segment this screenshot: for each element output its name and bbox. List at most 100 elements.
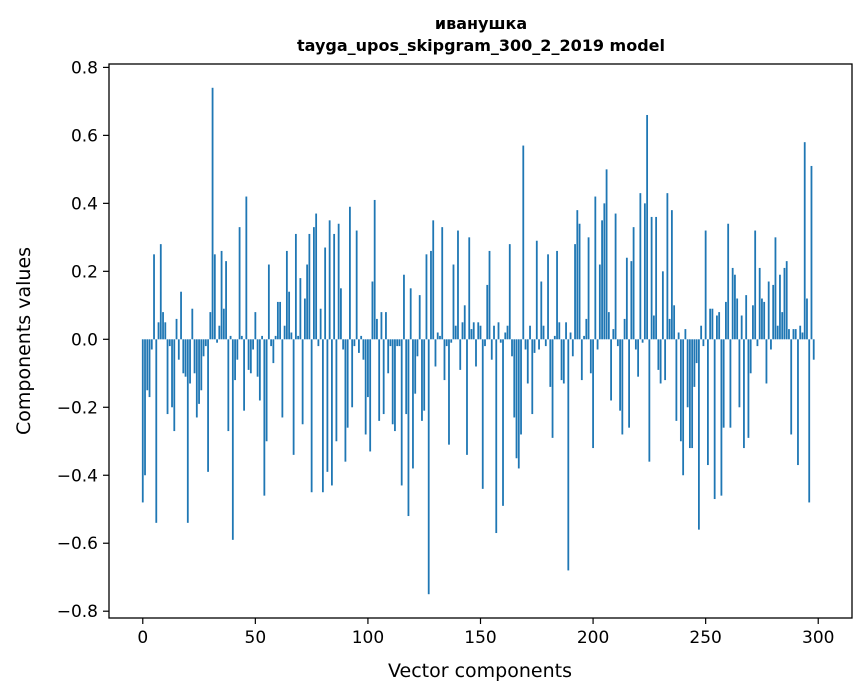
bar <box>799 325 802 340</box>
bar <box>634 339 637 350</box>
bar <box>450 339 453 343</box>
bar <box>227 339 230 432</box>
bar <box>745 295 748 340</box>
bar <box>427 339 430 595</box>
bar <box>403 274 405 340</box>
bar <box>729 339 732 428</box>
bar <box>439 335 441 340</box>
bar <box>344 339 347 462</box>
bar <box>493 325 495 340</box>
bar <box>526 339 529 384</box>
bar <box>718 312 721 340</box>
x-tick-label: 100 <box>352 628 384 648</box>
x-tick-label: 200 <box>577 628 609 648</box>
bar <box>776 325 779 340</box>
bar <box>166 339 169 415</box>
bar <box>328 220 331 340</box>
bar <box>632 227 635 340</box>
bar <box>583 335 585 340</box>
bar <box>731 267 734 340</box>
bar <box>630 261 633 340</box>
bar <box>497 322 500 340</box>
bar <box>454 325 457 340</box>
bar <box>346 339 349 428</box>
bar <box>288 291 291 340</box>
bar <box>698 339 700 530</box>
bar <box>691 339 694 449</box>
bar <box>803 142 806 340</box>
bar <box>299 278 302 340</box>
bar <box>303 298 306 340</box>
bar <box>567 339 570 571</box>
bar <box>711 308 714 340</box>
bar <box>556 250 558 340</box>
bar <box>326 339 329 472</box>
bar <box>146 339 149 391</box>
bar <box>376 318 378 340</box>
bar <box>378 339 381 421</box>
bar <box>457 230 459 340</box>
bar <box>490 339 493 360</box>
bar <box>686 339 689 408</box>
bar <box>529 325 531 340</box>
y-tick-label: −0.2 <box>57 398 98 418</box>
bar <box>576 210 579 340</box>
bar <box>265 339 268 442</box>
bar <box>285 250 288 340</box>
bar <box>625 257 628 340</box>
bar <box>472 322 475 340</box>
bar <box>475 339 477 367</box>
bar <box>560 339 563 381</box>
bar <box>358 339 360 353</box>
bar <box>808 339 811 503</box>
bar <box>360 335 363 340</box>
bar <box>621 339 624 435</box>
bar <box>238 227 241 340</box>
bar <box>333 233 336 340</box>
bar <box>738 339 741 408</box>
bar <box>461 322 464 340</box>
bar <box>421 339 423 421</box>
bar <box>283 325 286 340</box>
bar <box>216 339 218 343</box>
bar <box>682 339 685 476</box>
bar <box>290 332 293 340</box>
bar <box>254 312 257 340</box>
bar <box>655 216 658 340</box>
bar <box>549 339 552 387</box>
bar <box>544 339 547 347</box>
bar <box>148 339 151 398</box>
bar <box>198 339 200 404</box>
bar <box>213 254 216 340</box>
bar <box>391 339 394 425</box>
bar <box>222 308 225 340</box>
bar <box>452 264 455 340</box>
bar <box>398 339 401 347</box>
bar <box>792 329 795 340</box>
bar <box>317 339 320 347</box>
bar <box>756 339 759 347</box>
y-tick-label: 0.8 <box>71 58 98 78</box>
bar <box>396 339 399 347</box>
bar <box>770 339 772 350</box>
bar <box>310 339 313 493</box>
bar <box>580 339 583 381</box>
bar <box>337 223 340 340</box>
bar <box>249 339 252 374</box>
bar <box>193 339 196 374</box>
bar <box>245 196 248 340</box>
bar <box>177 339 180 360</box>
bar <box>407 339 410 517</box>
bar <box>785 261 788 340</box>
bar <box>781 312 784 340</box>
bar <box>459 339 462 370</box>
bar <box>619 339 621 411</box>
bar <box>200 339 203 391</box>
bar <box>553 335 556 340</box>
bar <box>182 339 185 374</box>
bar <box>571 339 574 357</box>
bar <box>594 196 597 340</box>
bar <box>362 339 365 360</box>
bar <box>639 193 642 340</box>
